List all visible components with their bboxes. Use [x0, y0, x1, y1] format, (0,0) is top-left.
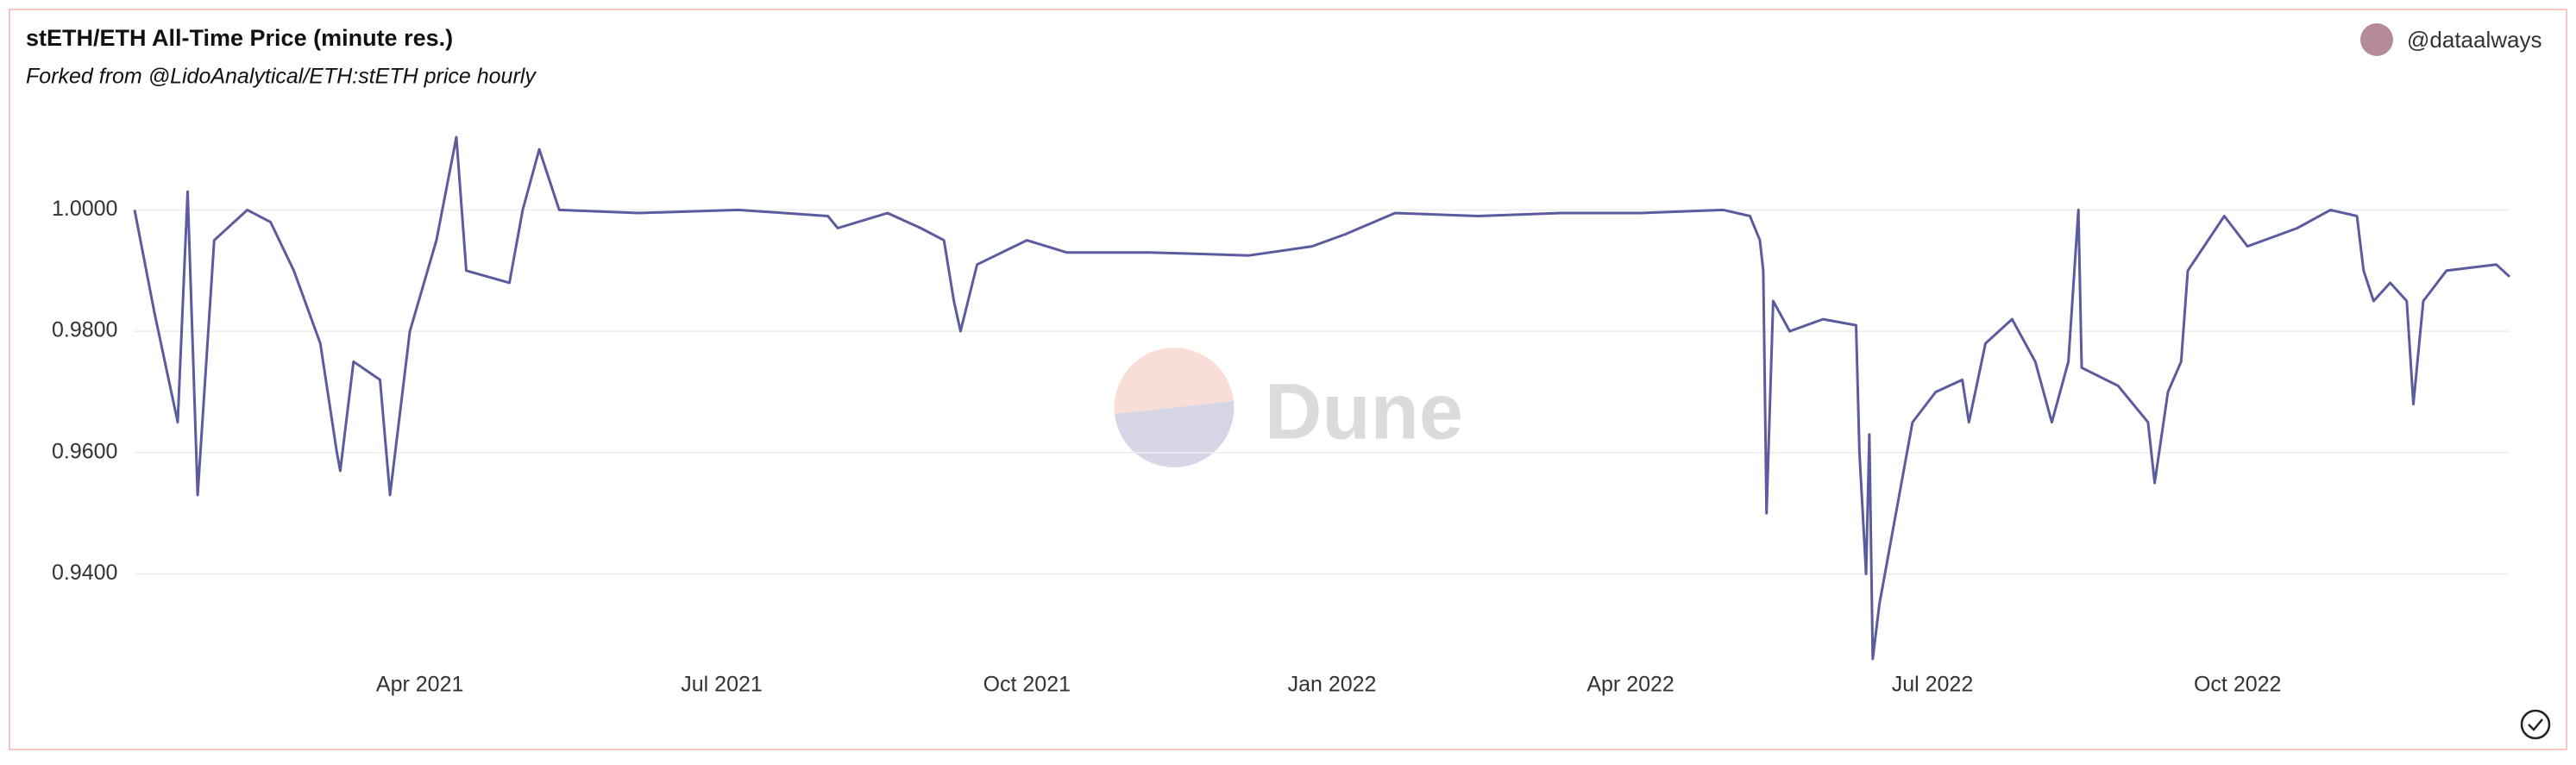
y-tick-label: 1.0000	[52, 197, 117, 221]
watermark-logo-top	[1114, 348, 1234, 414]
watermark-logo-bottom	[1115, 401, 1235, 467]
x-tick-label: Oct 2021	[983, 673, 1071, 697]
price-line	[133, 135, 2511, 661]
user-name[interactable]: @dataalways	[2407, 27, 2541, 53]
x-tick-label: Jul 2022	[1892, 673, 1974, 697]
y-tick-label: 0.9400	[52, 561, 117, 585]
chart-subtitle: Forked from @LidoAnalytical/ETH:stETH pr…	[26, 65, 537, 89]
watermark: Dune	[1114, 348, 1463, 467]
x-tick-label: Apr 2021	[376, 673, 463, 697]
chart-title: stETH/ETH All-Time Price (minute res.)	[26, 25, 453, 51]
check-icon[interactable]	[2520, 709, 2551, 740]
avatar[interactable]	[2360, 23, 2393, 56]
x-tick-label: Jan 2022	[1288, 673, 1377, 697]
watermark-text: Dune	[1265, 367, 1463, 455]
x-tick-label: Apr 2022	[1586, 673, 1674, 697]
card	[9, 9, 2567, 750]
x-tick-label: Oct 2022	[2194, 673, 2281, 697]
y-tick-label: 0.9800	[52, 318, 117, 342]
check-mark	[2528, 718, 2543, 731]
y-tick-label: 0.9600	[52, 439, 117, 463]
x-tick-label: Jul 2021	[681, 673, 763, 697]
